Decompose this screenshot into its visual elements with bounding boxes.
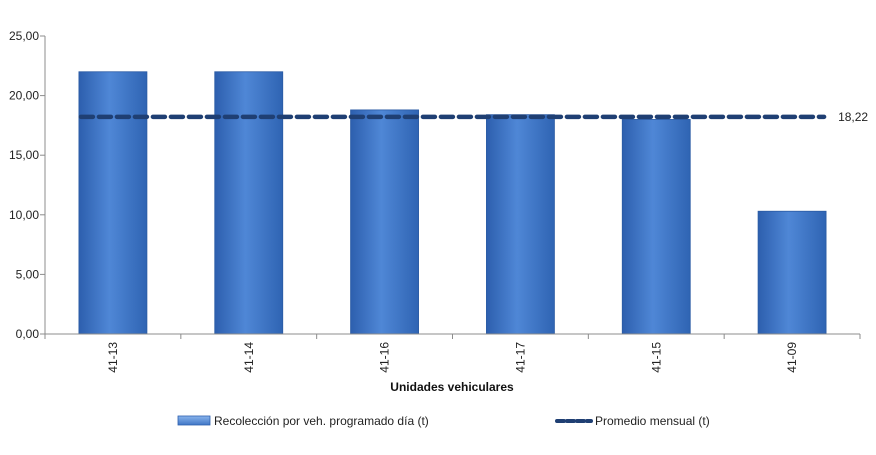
average-data-label: 18,22 <box>838 110 868 124</box>
y-tick-label: 20,00 <box>9 89 39 103</box>
y-tick-label: 5,00 <box>16 267 40 281</box>
x-tick-label: 41-16 <box>378 342 392 373</box>
legend: Recolección por veh. programado día (t) … <box>177 414 710 428</box>
bars <box>78 71 827 335</box>
x-tick-label: 41-17 <box>513 342 527 373</box>
bar-41-09 <box>757 210 827 335</box>
y-tick-label: 10,00 <box>9 208 39 222</box>
bar-41-14 <box>214 71 284 335</box>
bar-41-17 <box>486 114 555 335</box>
x-axis: 41-13 41-14 41-16 41-17 41-15 41-09 <box>44 333 861 373</box>
y-tick-label: 0,00 <box>16 327 40 341</box>
y-tick-label: 25,00 <box>9 29 39 43</box>
legend-swatch-bars <box>177 415 211 426</box>
bar-41-13 <box>78 71 148 335</box>
bar-41-16 <box>350 109 419 335</box>
x-axis-title: Unidades vehiculares <box>390 380 514 394</box>
x-tick-label: 41-13 <box>106 342 120 373</box>
average-line: 18,22 <box>78 110 868 124</box>
legend-label-line: Promedio mensual (t) <box>595 414 710 428</box>
x-tick-label: 41-14 <box>242 342 256 373</box>
y-axis: 0,00 5,00 10,00 15,00 20,00 25,00 <box>9 29 46 341</box>
legend-item-line: Promedio mensual (t) <box>555 414 710 428</box>
bar-41-15 <box>621 119 691 335</box>
legend-label-bars: Recolección por veh. programado día (t) <box>214 414 429 428</box>
x-tick-label: 41-09 <box>785 342 799 373</box>
legend-item-bars: Recolección por veh. programado día (t) <box>177 414 429 428</box>
x-tick-label: 41-15 <box>649 342 663 373</box>
y-tick-label: 15,00 <box>9 148 39 162</box>
